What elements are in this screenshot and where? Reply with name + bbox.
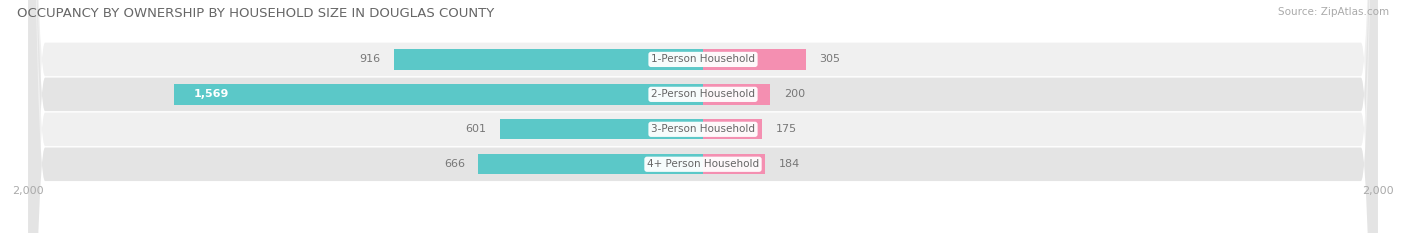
Text: 184: 184 bbox=[779, 159, 800, 169]
Text: 601: 601 bbox=[465, 124, 486, 134]
Legend: Owner-occupied, Renter-occupied: Owner-occupied, Renter-occupied bbox=[578, 230, 828, 233]
Text: 175: 175 bbox=[776, 124, 797, 134]
Bar bbox=[394, 49, 703, 69]
Bar bbox=[703, 119, 762, 139]
Text: 305: 305 bbox=[820, 55, 841, 64]
Text: 4+ Person Household: 4+ Person Household bbox=[647, 159, 759, 169]
Bar bbox=[478, 154, 703, 174]
Text: 1,569: 1,569 bbox=[194, 89, 229, 99]
Text: 200: 200 bbox=[785, 89, 806, 99]
Bar bbox=[703, 84, 770, 105]
Text: 916: 916 bbox=[360, 55, 381, 64]
Bar bbox=[501, 119, 703, 139]
Text: 1-Person Household: 1-Person Household bbox=[651, 55, 755, 64]
Bar bbox=[703, 154, 765, 174]
FancyBboxPatch shape bbox=[28, 0, 1378, 233]
FancyBboxPatch shape bbox=[28, 0, 1378, 233]
Text: OCCUPANCY BY OWNERSHIP BY HOUSEHOLD SIZE IN DOUGLAS COUNTY: OCCUPANCY BY OWNERSHIP BY HOUSEHOLD SIZE… bbox=[17, 7, 494, 20]
Text: 666: 666 bbox=[444, 159, 465, 169]
FancyBboxPatch shape bbox=[28, 0, 1378, 233]
Text: 2-Person Household: 2-Person Household bbox=[651, 89, 755, 99]
Text: 3-Person Household: 3-Person Household bbox=[651, 124, 755, 134]
Bar bbox=[173, 84, 703, 105]
FancyBboxPatch shape bbox=[28, 0, 1378, 233]
Bar bbox=[703, 49, 806, 69]
Text: Source: ZipAtlas.com: Source: ZipAtlas.com bbox=[1278, 7, 1389, 17]
